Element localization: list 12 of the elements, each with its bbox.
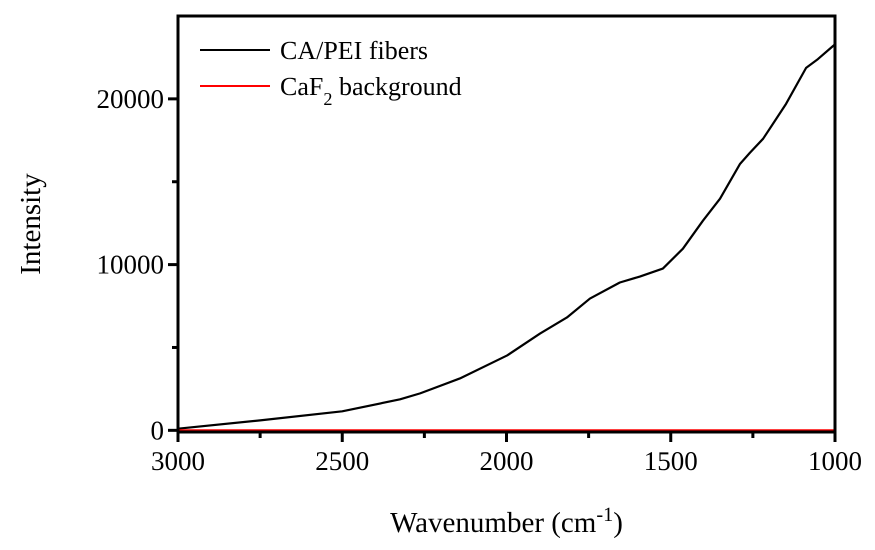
x-tick-label: 1500 (644, 446, 698, 476)
legend-label: CA/PEI fibers (280, 36, 428, 65)
x-tick-label: 3000 (151, 446, 205, 476)
x-axis-title: Wavenumber (cm$^{-1}$) (390, 504, 623, 539)
x-tick-label: 2000 (480, 446, 534, 476)
y-tick-label: 10000 (96, 250, 164, 280)
x-tick-label: 2500 (315, 446, 370, 476)
y-tick-label: 0 (150, 415, 164, 446)
y-tick-label: 20000 (96, 84, 164, 114)
y-axis-title: Intensity (15, 172, 47, 275)
x-tick-label: 1000 (808, 446, 862, 476)
legend-label: CaF$_{2}$ background (280, 72, 462, 109)
